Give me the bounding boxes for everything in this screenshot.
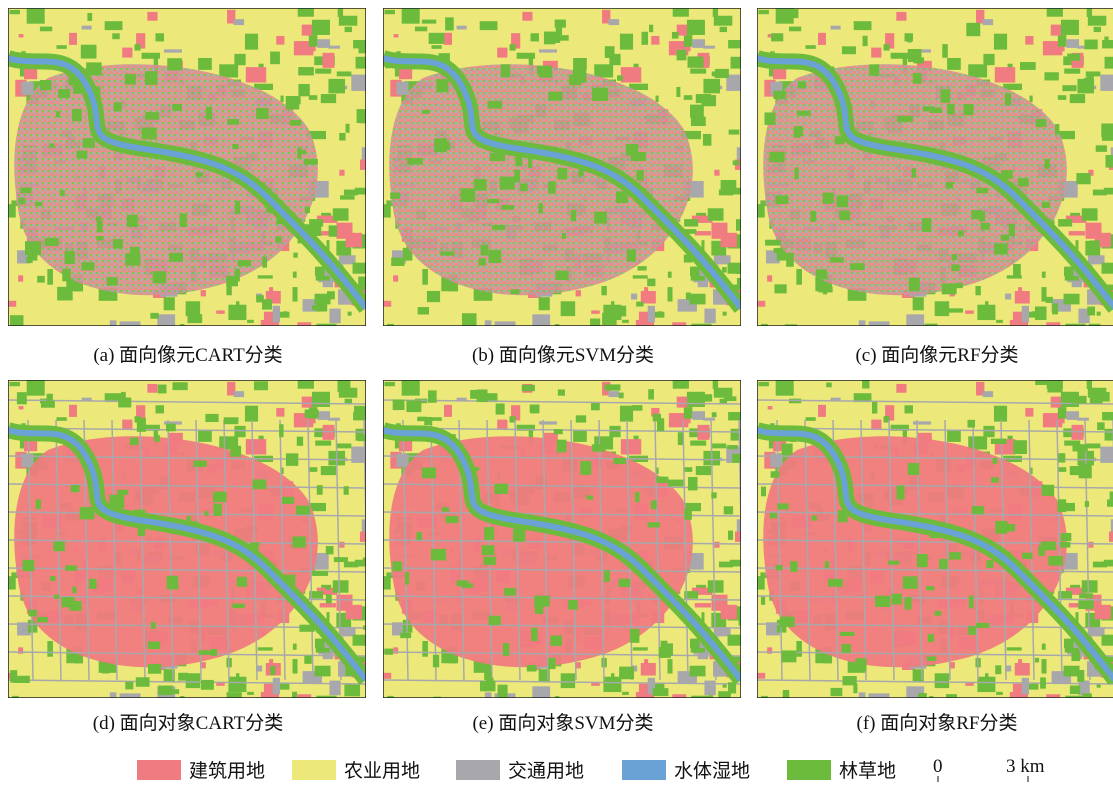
caption: (c) 面向像元RF分类 [757,340,1113,367]
map-panel [757,8,1113,337]
scale-zero: 0 [933,756,943,778]
map-panel [8,380,374,740]
map-panel [757,380,1113,740]
legend-swatch [787,760,831,780]
figure: (a) 面向像元CART分类 (b) 面向像元SVM分类 (c) 面向像元RF分… [0,0,1113,786]
legend-item: 农业用地 [292,756,420,783]
caption: (b) 面向像元SVM分类 [383,340,743,367]
legend-label: 水体湿地 [674,756,750,783]
maps [0,0,1113,786]
map-panel [383,380,752,740]
legend-swatch [456,760,500,780]
scale-end: 3 km [1006,756,1045,778]
legend-label: 建筑用地 [189,756,265,783]
map-panel [8,8,374,337]
caption: (e) 面向对象SVM分类 [383,708,743,735]
legend-item: 林草地 [787,756,896,783]
legend-item: 水体湿地 [622,756,750,783]
legend-swatch [137,760,181,780]
legend-label: 林草地 [839,756,896,783]
caption: (a) 面向像元CART分类 [8,340,368,367]
legend-label: 农业用地 [344,756,420,783]
legend-item: 建筑用地 [137,756,265,783]
map-panel [383,8,749,337]
legend-item: 交通用地 [456,756,584,783]
legend-swatch [292,760,336,780]
caption: (d) 面向对象CART分类 [8,708,368,735]
legend-swatch [622,760,666,780]
legend-label: 交通用地 [508,756,584,783]
caption: (f) 面向对象RF分类 [757,708,1113,735]
